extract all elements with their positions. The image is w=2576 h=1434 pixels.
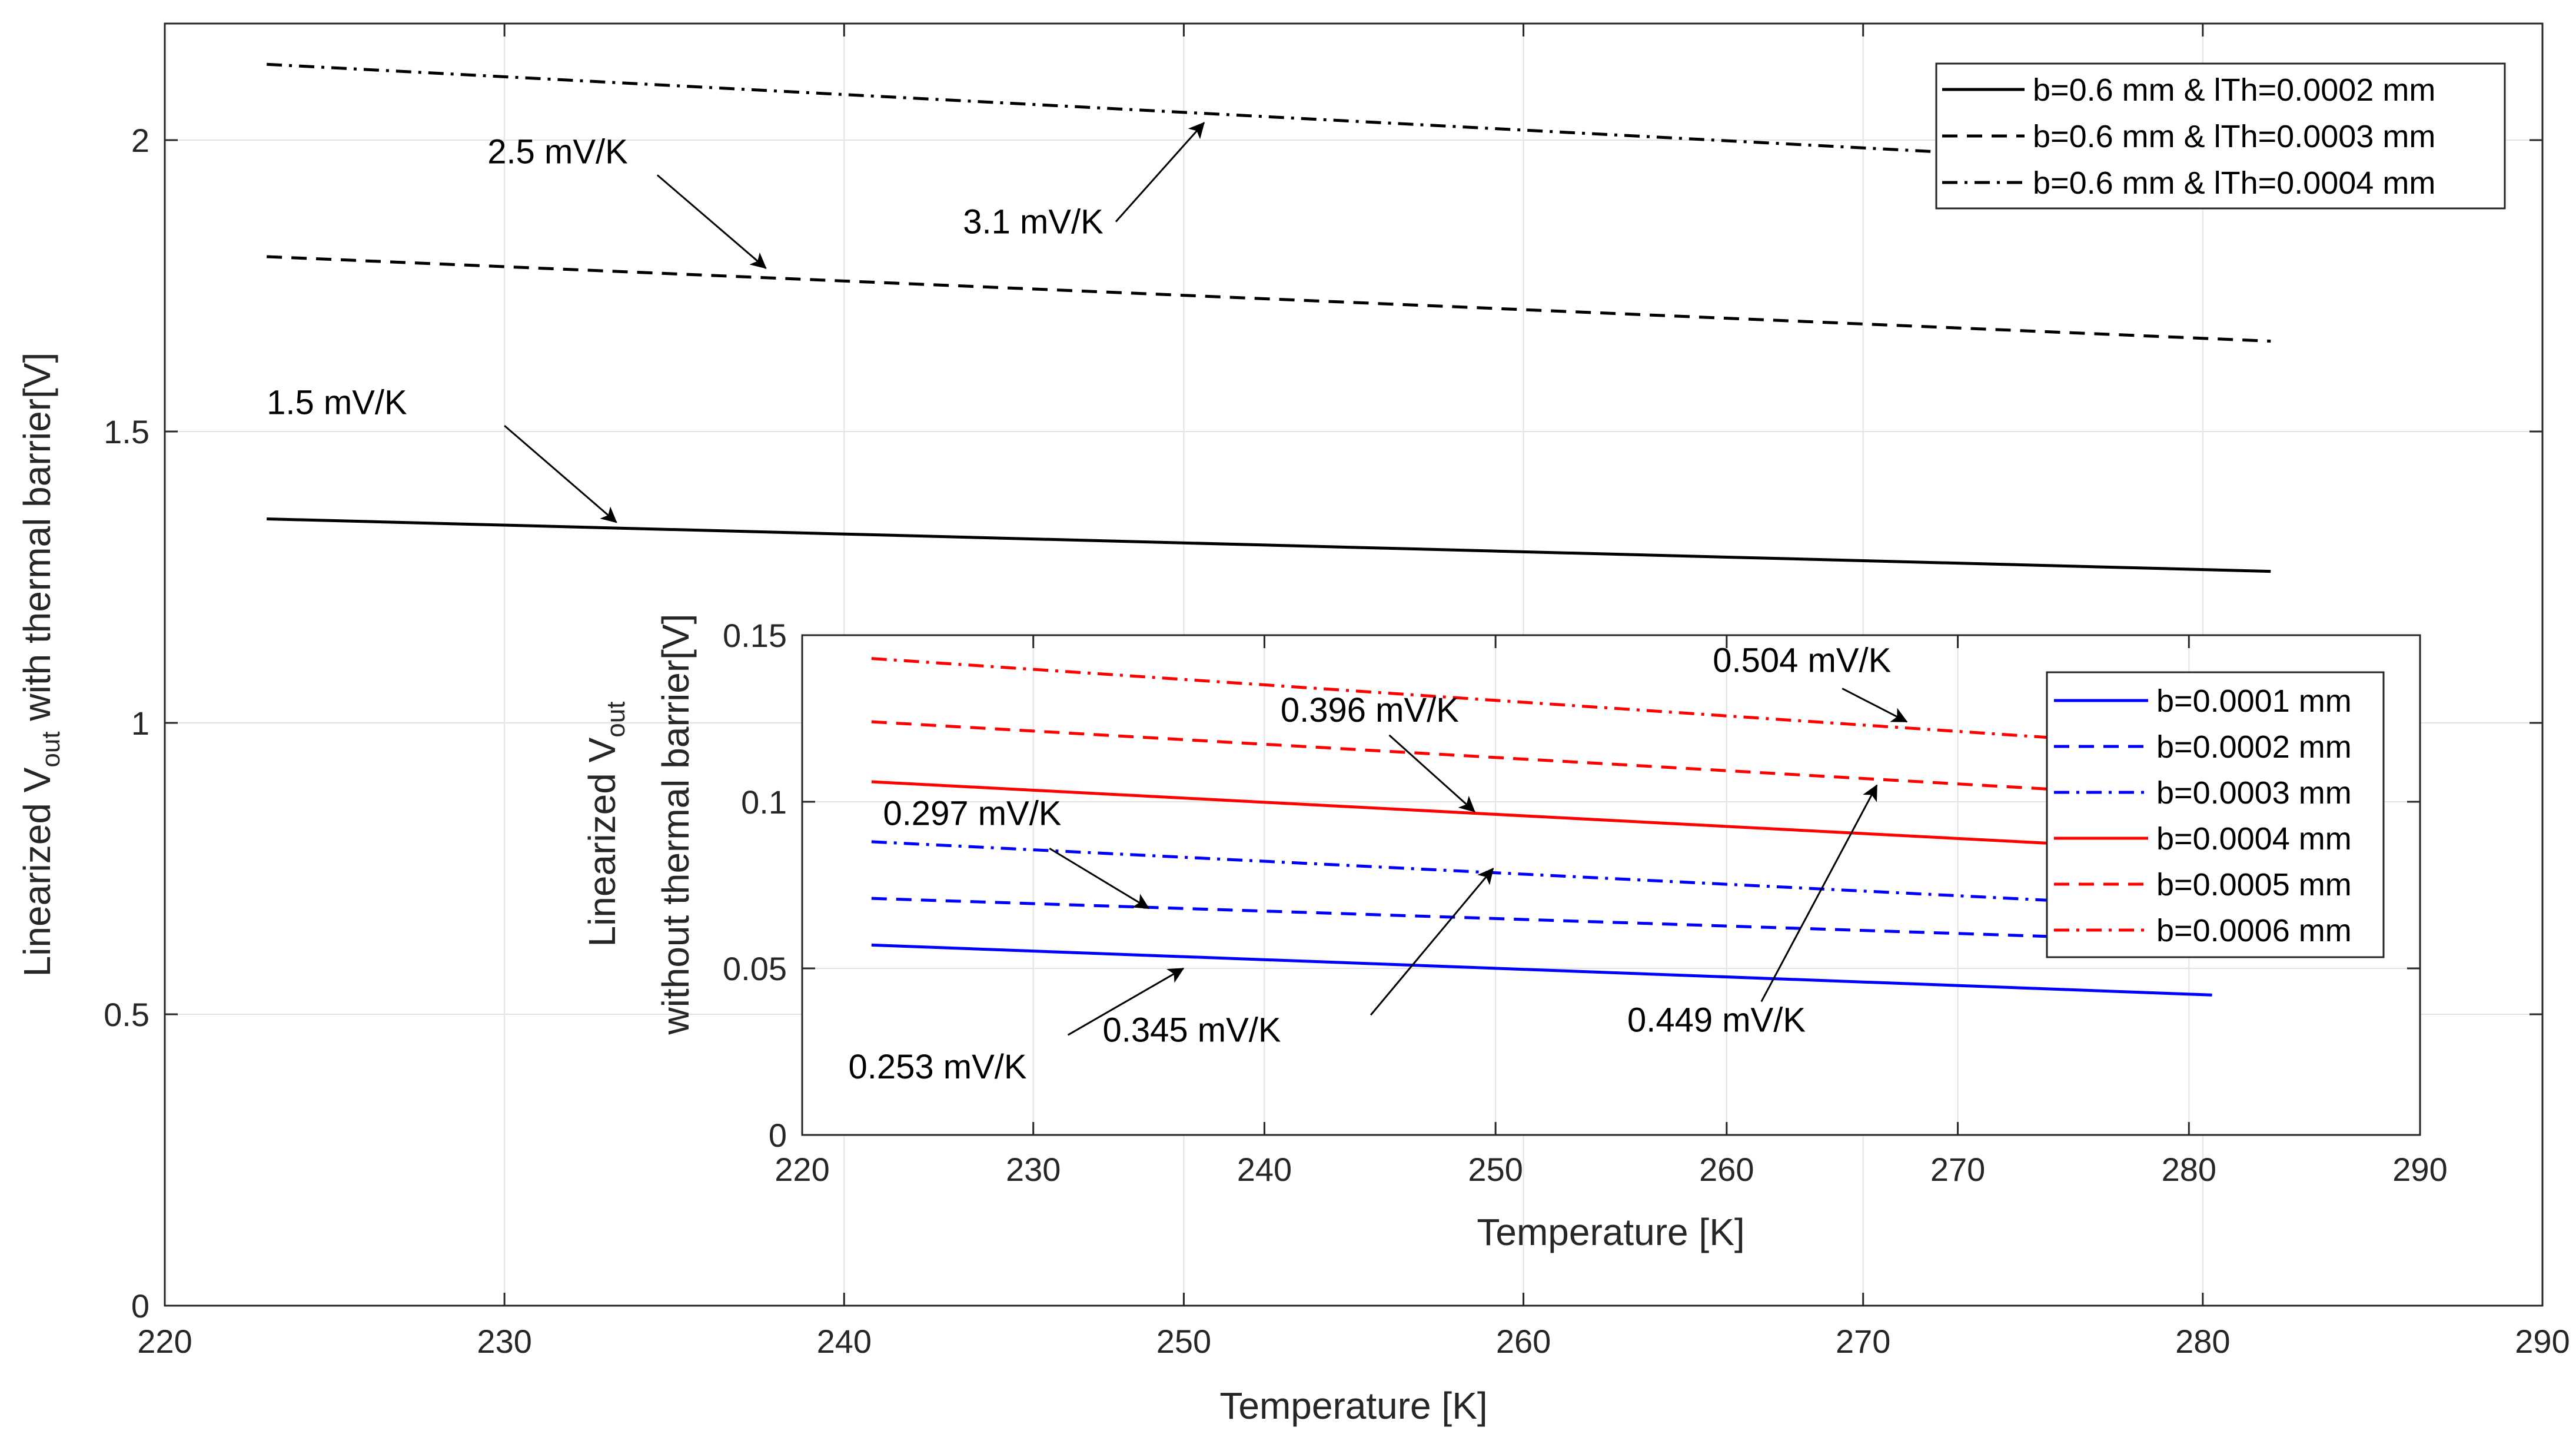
annotation-arrow [504, 424, 617, 523]
annotation-arrow [1842, 688, 1908, 723]
x-tick-label: 230 [1006, 1151, 1061, 1188]
annotation-label: 0.297 mV/K [883, 795, 1061, 833]
legend-label: b=0.0004 mm [2156, 821, 2352, 857]
series-line [871, 720, 2212, 800]
inset-axes-frame [801, 634, 2421, 1136]
inset-legend-box [2046, 671, 2385, 958]
x-tick-label: 220 [137, 1323, 192, 1360]
annotation-arrow [1388, 734, 1475, 813]
y-tick-label: 0 [131, 1287, 149, 1325]
y-tick-label: 0.15 [723, 617, 787, 654]
legend-label: b=0.6 mm & lTh=0.0003 mm [2033, 119, 2435, 154]
main-legend-box [1935, 62, 2506, 210]
main-annotations: 1.5 mV/K 2.5 mV/K 3.1 mV/K [267, 122, 1205, 523]
inset-x-axis-label: Temperature [K] [1477, 1211, 1744, 1253]
series-line [267, 62, 2271, 171]
x-tick-label: 240 [817, 1323, 872, 1360]
x-tick-label: 250 [1468, 1151, 1523, 1188]
series-line [267, 517, 2271, 573]
annotation-label: 1.5 mV/K [267, 383, 407, 421]
legend-label: b=0.6 mm & lTh=0.0002 mm [2033, 72, 2435, 108]
inset-legend-items: b=0.0001 mm b=0.0002 mm b=0.0003 mm b=0.000… [2054, 683, 2352, 948]
x-tick-label: 220 [775, 1151, 829, 1188]
x-tick-label: 280 [2175, 1323, 2230, 1360]
main-y-axis-label: Linearized Vout with thermal barrier[V] [16, 353, 65, 977]
inset-y-axis-label-line1: Linearized Vout [581, 702, 630, 947]
series-line [871, 897, 2212, 944]
x-tick-label: 290 [2515, 1323, 2570, 1360]
main-axes-frame [164, 22, 2544, 1307]
x-tick-label: 260 [1699, 1151, 1754, 1188]
series-line [267, 255, 2271, 343]
inset-series-group [871, 657, 2212, 997]
legend-label: b=0.0001 mm [2156, 683, 2352, 719]
y-tick-label: 2 [131, 122, 149, 159]
legend-label: b=0.0006 mm [2156, 913, 2352, 948]
y-tick-label: 1.5 [104, 413, 149, 450]
series-line [871, 943, 2212, 997]
inset-xtick-labels: 220 230 240 250 260 270 280 290 [775, 635, 2448, 1188]
y-tick-label: 0.05 [723, 950, 787, 987]
main-ytick-labels: 0 0.5 1 1.5 2 [104, 122, 2542, 1325]
legend-label: b=0.0002 mm [2156, 729, 2352, 765]
x-tick-label: 270 [1836, 1323, 1890, 1360]
annotation-arrow [1370, 868, 1494, 1016]
x-tick-label: 270 [1930, 1151, 1985, 1188]
legend-label: b=0.0003 mm [2156, 775, 2352, 811]
annotation-label: 0.504 mV/K [1713, 641, 1891, 679]
series-line [871, 840, 2212, 910]
main-xtick-labels: 220 230 240 250 260 270 280 290 [137, 24, 2570, 1360]
inset-legend: b=0.0001 mm b=0.0002 mm b=0.0003 mm b=0.000… [2046, 671, 2385, 958]
annotation-arrow [656, 174, 767, 269]
annotation-label: 0.253 mV/K [849, 1048, 1027, 1086]
inset-chart: 220 230 240 250 260 270 280 290 0 0.05 0.1 0.15 0.… [581, 614, 2448, 1253]
annotation-arrow [1760, 784, 1878, 1003]
series-line [871, 657, 2212, 750]
inset-y-axis-label-line2: without thermal barrier[V] [654, 614, 697, 1035]
annotation-arrow [1115, 122, 1205, 223]
inset-annotations: 0.253 mV/K 0.297 mV/K 0.345 mV/K 0.396 mV/K… [849, 641, 1908, 1086]
annotation-label: 0.449 mV/K [1627, 1001, 1806, 1040]
annotation-label: 0.396 mV/K [1281, 691, 1459, 729]
annotation-label: 2.5 mV/K [487, 133, 628, 171]
y-tick-label: 0.1 [741, 784, 787, 821]
legend-label: b=0.0005 mm [2156, 867, 2352, 902]
y-tick-label: 1 [131, 705, 149, 742]
y-tick-label: 0.5 [104, 996, 149, 1033]
x-tick-label: 280 [2162, 1151, 2216, 1188]
x-tick-label: 290 [2392, 1151, 2447, 1188]
x-tick-label: 240 [1237, 1151, 1292, 1188]
y-tick-label: 0 [769, 1117, 787, 1154]
series-line [871, 780, 2212, 854]
annotation-arrow [1067, 967, 1185, 1036]
main-series-group [267, 62, 2271, 573]
annotation-arrow [1049, 847, 1150, 909]
x-tick-label: 230 [477, 1323, 531, 1360]
legend-label: b=0.6 mm & lTh=0.0004 mm [2033, 165, 2435, 201]
x-tick-label: 250 [1156, 1323, 1211, 1360]
main-legend: b=0.6 mm & lTh=0.0002 mm b=0.6 mm & lTh=0… [1935, 62, 2506, 210]
inset-ytick-labels: 0 0.05 0.1 0.15 [723, 617, 2420, 1154]
annotation-label: 0.345 mV/K [1103, 1011, 1281, 1050]
x-tick-label: 260 [1496, 1323, 1551, 1360]
main-x-axis-label: Temperature [K] [1219, 1385, 1487, 1427]
annotation-label: 3.1 mV/K [963, 203, 1103, 241]
main-legend-items: b=0.6 mm & lTh=0.0002 mm b=0.6 mm & lTh=0… [1942, 72, 2435, 201]
